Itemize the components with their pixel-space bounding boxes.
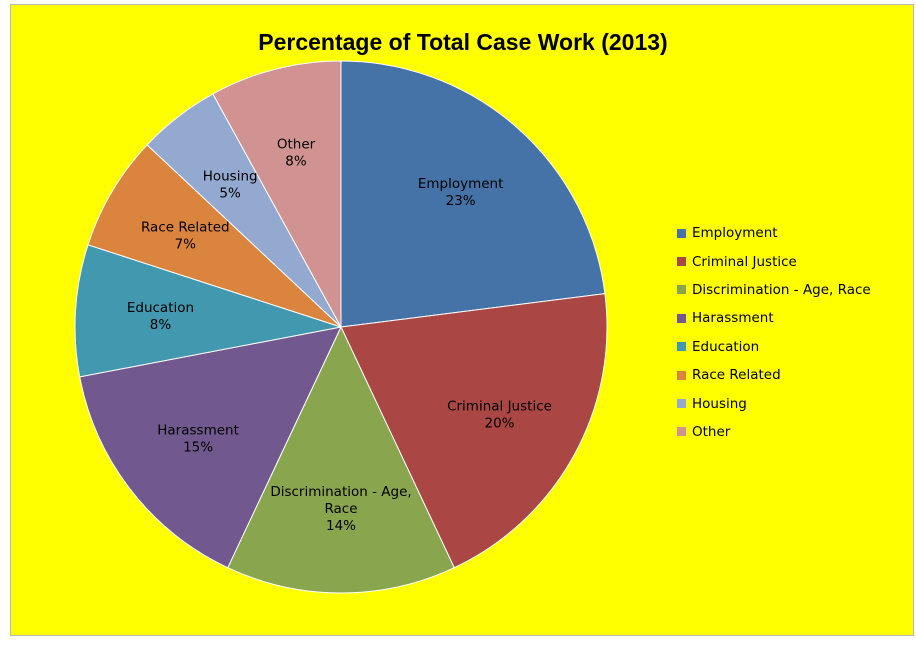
pie-slice-5 [87, 144, 342, 328]
legend-swatch [677, 399, 686, 409]
legend-item-5: Race Related [677, 361, 871, 389]
legend-item-4: Education [677, 333, 871, 361]
legend-label: Education [692, 338, 760, 355]
legend-swatch [677, 285, 686, 295]
slice-label-line: 15% [183, 439, 213, 455]
legend-swatch [677, 370, 686, 380]
legend-item-7: Other [677, 418, 871, 446]
legend-label: Other [692, 423, 731, 440]
legend-item-2: Discrimination - Age, Race [677, 276, 871, 304]
legend-swatch [677, 427, 686, 437]
slice-label-line: 5% [219, 186, 241, 202]
pie-slice-1 [340, 293, 608, 569]
slice-label-line: Employment [418, 176, 504, 192]
pie-slice-3 [79, 326, 342, 569]
slice-label-line: 20% [484, 416, 514, 432]
pie-slices [74, 60, 608, 594]
legend-swatch [677, 313, 686, 323]
pie-slice-0 [340, 60, 606, 328]
slice-label-line: Education [127, 300, 194, 316]
slice-label-line: Other [277, 136, 316, 152]
legend-swatch [677, 228, 686, 238]
legend: Employment Criminal Justice Discrimination… [677, 219, 871, 446]
slice-labels: Employment 23% Criminal Justice 20% Discrimi… [127, 136, 552, 534]
legend-label: Employment [692, 225, 778, 242]
slice-label-4: Education 8% [127, 300, 194, 333]
slice-label-line: 14% [326, 518, 356, 534]
legend-item-3: Harassment [677, 304, 871, 332]
legend-label: Race Related [692, 367, 781, 384]
legend-item-6: Housing [677, 389, 871, 417]
slice-label-line: Race [324, 501, 357, 517]
slice-label-line: 8% [285, 153, 307, 169]
slice-label-5: Race Related 7% [141, 219, 230, 252]
slice-label-1: Criminal Justice 20% [447, 399, 552, 432]
slice-label-line: Harassment [157, 422, 239, 438]
pie-slice-2 [227, 325, 455, 594]
slice-label-3: Harassment 15% [157, 422, 239, 455]
slice-label-line: Race Related [141, 219, 230, 235]
pie-slice-4 [74, 244, 342, 378]
slice-label-0: Employment 23% [418, 176, 504, 209]
pie-slice-7 [212, 60, 342, 328]
pie-chart: Employment 23% Criminal Justice 20% Discrimi… [74, 60, 608, 594]
slice-label-line: 8% [150, 317, 172, 333]
legend-label: Housing [692, 395, 747, 412]
legend-swatch [677, 257, 686, 267]
slice-label-line: 23% [446, 193, 476, 209]
legend-label: Harassment [692, 310, 774, 327]
chart-title: Percentage of Total Case Work (2013) [258, 29, 668, 55]
slice-label-line: Criminal Justice [447, 399, 552, 415]
slice-label-6: Housing 5% [203, 169, 258, 202]
legend-label: Discrimination - Age, Race [692, 281, 871, 298]
slice-label-line: 7% [175, 236, 197, 252]
slice-label-2: Discrimination - Age, Race 14% [270, 484, 411, 534]
slice-label-line: Housing [203, 169, 258, 185]
legend-label: Criminal Justice [692, 253, 797, 270]
legend-item-1: Criminal Justice [677, 247, 871, 275]
chart-area: Percentage of Total Case Work (2013) Emp… [10, 4, 914, 636]
legend-swatch [677, 342, 686, 352]
slice-label-line: Discrimination - Age, [270, 484, 411, 500]
legend-item-0: Employment [677, 219, 871, 247]
slice-label-7: Other 8% [277, 136, 316, 169]
